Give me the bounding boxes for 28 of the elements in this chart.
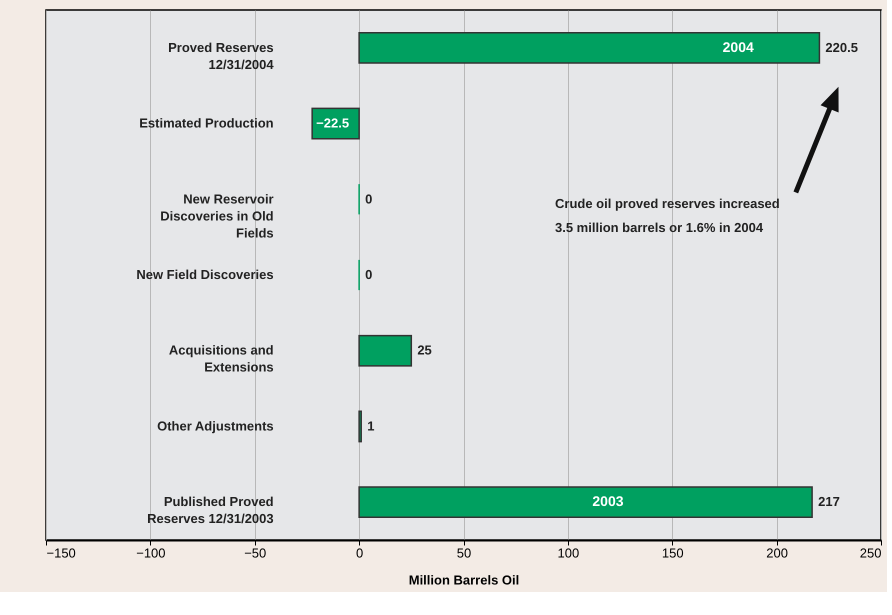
- y-tick-label: Other Adjustments: [157, 418, 274, 434]
- data-label: −22.5: [316, 116, 350, 131]
- x-tick-label: −100: [136, 546, 166, 560]
- x-tick-label: −150: [46, 546, 76, 560]
- data-label: 217: [818, 494, 840, 510]
- data-label: 1: [367, 418, 374, 434]
- y-tick-label: New Reservoir Discoveries in Old Fields: [160, 191, 274, 240]
- y-tick-label: Proved Reserves 12/31/2004: [168, 40, 274, 72]
- annotation: 2004: [722, 38, 754, 55]
- y-tick-label: Acquisitions and Extensions: [168, 342, 274, 375]
- data-label: 0: [365, 267, 372, 282]
- annotation: 3.5 million barrels or 1.6% in 2004: [555, 220, 764, 235]
- x-tick-label: 100: [558, 546, 580, 560]
- data-label: 0: [365, 191, 372, 206]
- annotation: 2003: [592, 493, 624, 510]
- x-tick-label: 200: [766, 546, 788, 560]
- x-axis-title: Million Barrels Oil: [408, 572, 520, 588]
- x-tick-label: 0: [356, 546, 364, 560]
- x-tick-label: 150: [662, 546, 684, 560]
- y-tick-label: Estimated Production: [139, 116, 274, 131]
- data-label: 25: [417, 342, 432, 358]
- x-tick-label: 50: [456, 546, 472, 560]
- x-tick-label: −50: [244, 546, 266, 560]
- data-label: 220.5: [825, 40, 858, 55]
- y-tick-label: New Field Discoveries: [136, 267, 274, 282]
- annotation: Crude oil proved reserves increased: [555, 196, 780, 211]
- y-tick-label: Published Proved Reserves 12/31/2003: [147, 494, 274, 526]
- x-tick-label: 250: [860, 546, 882, 560]
